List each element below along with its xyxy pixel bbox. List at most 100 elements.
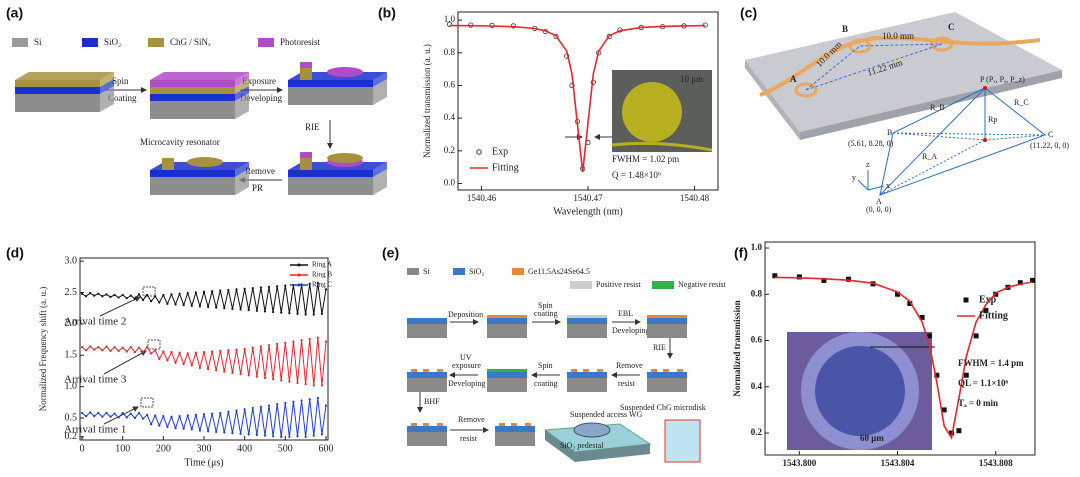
layer-top	[15, 72, 114, 80]
vertex	[983, 138, 987, 142]
data-point	[324, 404, 328, 407]
series-line	[774, 276, 1033, 440]
data-point	[239, 432, 242, 435]
y-axis-label: Normalized Frequency shift (a. u.)	[38, 287, 48, 411]
substrate	[647, 324, 687, 338]
data-point	[113, 293, 116, 297]
step-label: Developing	[448, 379, 485, 388]
legend-text: Exp	[979, 294, 997, 305]
data-point	[174, 361, 177, 364]
data-point	[84, 295, 88, 298]
y-tick-label: 2.0	[65, 318, 78, 329]
film	[487, 369, 527, 372]
data-point	[276, 403, 279, 406]
legend-text: ChG / SiNₓ	[170, 37, 211, 47]
data-point	[446, 21, 453, 27]
layer-side	[100, 79, 114, 94]
data-point	[125, 350, 128, 353]
data-point	[312, 313, 315, 316]
data-point	[243, 408, 246, 411]
data-point	[202, 290, 206, 293]
data-point	[158, 301, 161, 304]
y-axis-label: Normalized transmission	[732, 300, 742, 396]
x-tick-label: 600	[318, 443, 333, 454]
data-point	[198, 429, 202, 432]
step-label: Spin	[538, 361, 553, 370]
data-point	[267, 404, 271, 407]
data-point	[145, 293, 149, 297]
panel-label: (a)	[6, 5, 23, 21]
disk	[327, 153, 363, 163]
point-label: P (Pₓ, Pᵧ, P_z)	[980, 75, 1025, 84]
panel-a: (a) Si SiO₂ ChG / SiNₓ Photoresist Spin …	[6, 5, 387, 195]
data-point	[296, 312, 299, 315]
data-point	[198, 305, 202, 308]
plot-frame	[764, 241, 1036, 456]
x-tick-label: 1543.804	[881, 458, 915, 468]
substrate	[407, 378, 447, 392]
step-label: resist	[618, 379, 636, 388]
oxide	[647, 318, 687, 324]
layer	[150, 177, 235, 195]
step-label: exposure	[452, 361, 481, 370]
data-point	[129, 346, 132, 349]
y-tick-label: 1.0	[751, 242, 763, 252]
data-point	[206, 305, 210, 309]
data-point	[300, 339, 303, 342]
data-point	[304, 435, 307, 438]
legend-text: Ring B	[312, 271, 332, 279]
layer	[288, 87, 373, 105]
data-point	[251, 406, 254, 410]
arrow	[103, 350, 147, 375]
data-point	[89, 292, 92, 295]
annotation: Arrival time 3	[64, 374, 127, 386]
arrow	[99, 296, 141, 317]
step-label: Developing	[240, 93, 282, 103]
data-point	[141, 417, 145, 420]
axes-glyph	[857, 170, 885, 191]
data-point	[97, 292, 100, 295]
data-point	[186, 292, 189, 295]
data-point	[182, 303, 185, 307]
data-point	[80, 346, 84, 349]
data-point	[243, 287, 246, 290]
data-point	[150, 423, 153, 426]
layer	[15, 94, 100, 112]
legend-marker	[297, 273, 301, 277]
data-point	[280, 435, 283, 438]
legend-swatch	[453, 268, 465, 275]
data-point	[145, 413, 149, 416]
pillar	[162, 158, 174, 170]
substrate	[487, 378, 527, 392]
data-point	[178, 415, 181, 418]
coord: (0, 0, 0)	[866, 205, 892, 214]
inset-b	[565, 70, 713, 152]
step-label: Spin	[538, 301, 553, 310]
legend-swatch	[258, 38, 274, 47]
data-point	[178, 292, 181, 295]
tetrahedron	[879, 87, 1047, 196]
legend-text: Ring C	[312, 281, 332, 289]
step-label: Remove	[245, 166, 275, 176]
data-point	[182, 362, 185, 366]
data-point	[125, 416, 128, 419]
data-point	[219, 289, 222, 292]
data-point	[211, 290, 214, 293]
oxide	[567, 318, 607, 324]
data-point	[949, 430, 955, 436]
x-tick-label: 300	[197, 443, 212, 454]
layer	[15, 87, 100, 94]
oxide	[647, 372, 687, 378]
data-point	[324, 340, 328, 343]
pillar	[300, 68, 312, 80]
y-tick-label: 0.6	[444, 80, 456, 90]
data-point	[926, 333, 932, 339]
zoom-inset	[664, 419, 701, 463]
data-point	[125, 297, 128, 300]
data-point	[941, 407, 947, 413]
marker-box	[142, 286, 156, 297]
y-tick-label: 1.5	[65, 350, 78, 361]
data-point	[243, 347, 246, 351]
substrate	[567, 378, 607, 392]
step-label: resist	[460, 434, 478, 443]
